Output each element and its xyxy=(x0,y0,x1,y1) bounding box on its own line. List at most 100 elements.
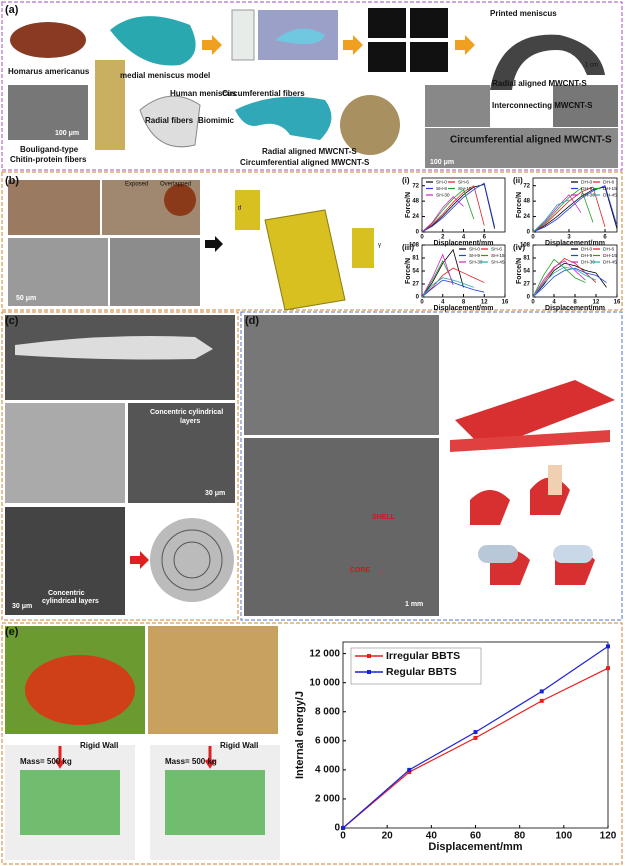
panel-c-graphics xyxy=(5,315,235,615)
panel-frame xyxy=(1,171,623,311)
caption: medial meniscus model xyxy=(120,71,210,80)
x-tick-label: 6 xyxy=(483,234,487,240)
y-tick-label: 10 000 xyxy=(309,677,340,688)
x-tick-label: 4 xyxy=(462,234,466,240)
series-line xyxy=(532,187,594,233)
legend-label: DH-0 xyxy=(581,179,593,185)
x-tick-label: 0 xyxy=(340,831,346,842)
x-axis-label: Displacement/mm xyxy=(545,240,605,247)
series-line xyxy=(421,196,464,233)
caption: SHELL xyxy=(372,514,396,521)
series-line xyxy=(532,186,606,233)
scale-label: 1 mm xyxy=(405,601,423,608)
legend-label: SH-15 xyxy=(458,186,472,192)
series-line xyxy=(342,667,609,829)
scale-label: 100 μm xyxy=(55,130,79,137)
point xyxy=(539,689,544,694)
caption: Radial fibers xyxy=(145,116,194,125)
legend-label: Regular BBTS xyxy=(386,666,457,678)
caption: Human meniscus xyxy=(170,89,237,98)
caption: CORE xyxy=(350,567,371,574)
y-tick-label: 81 xyxy=(412,256,419,262)
y-axis-label: Force/N xyxy=(516,192,523,218)
x-tick-label: 100 xyxy=(555,831,572,842)
panel-frame xyxy=(1,311,239,621)
y-tick-label: 0 xyxy=(527,295,531,301)
x-tick-label: 80 xyxy=(514,831,526,842)
y-tick-label: 6 000 xyxy=(315,735,340,746)
x-tick-label: 12 xyxy=(593,299,600,305)
y-tick-label: 8 000 xyxy=(315,706,340,717)
panel-e-graphics xyxy=(5,626,280,860)
legend-label: SH-6 xyxy=(491,246,502,252)
y-tick-label: 27 xyxy=(523,282,530,288)
x-tick-label: 4 xyxy=(552,299,556,305)
scale-label: 30 μm xyxy=(12,603,32,610)
y-axis-label: Force/N xyxy=(516,258,523,284)
legend-label: DH-45 xyxy=(603,259,617,265)
y-tick-label: 48 xyxy=(412,199,419,205)
legend-marker xyxy=(367,654,371,658)
series-line xyxy=(532,199,570,233)
y-axis-label: Internal energy/J xyxy=(294,691,306,779)
legend-label: DH-15 xyxy=(603,186,617,192)
caption: Rigid Wall xyxy=(80,741,118,750)
legend-label: Irregular BBTS xyxy=(386,650,460,662)
legend-frame xyxy=(350,647,482,685)
caption: Chitin-protein fibers xyxy=(10,155,87,164)
chart-title: (iv) xyxy=(513,243,525,252)
y-tick-label: 54 xyxy=(523,269,530,275)
x-tick-label: 20 xyxy=(382,831,394,842)
point xyxy=(473,730,478,735)
series-line xyxy=(421,267,485,298)
panel-frame xyxy=(1,1,623,171)
series-line xyxy=(421,185,485,233)
x-tick-label: 0 xyxy=(420,299,424,305)
x-tick-label: 8 xyxy=(573,299,577,305)
caption: d xyxy=(238,206,241,212)
legend-label: SH-30 xyxy=(436,192,450,198)
series-line xyxy=(421,277,475,298)
point xyxy=(473,735,478,740)
series-line xyxy=(532,262,607,298)
x-tick-label: 0 xyxy=(531,234,535,240)
legend-label: SH-15 xyxy=(491,253,505,259)
y-tick-label: 24 xyxy=(523,214,530,220)
series-line xyxy=(532,194,582,233)
scale-label: 1 cm xyxy=(585,63,598,69)
y-tick-label: 108 xyxy=(520,243,531,249)
x-tick-label: 2 xyxy=(441,234,445,240)
legend-label: SH-0 xyxy=(469,246,480,252)
panel-frame xyxy=(240,311,623,621)
panel-d-graphics xyxy=(244,315,615,616)
y-tick-label: 4 000 xyxy=(315,765,340,776)
y-tick-label: 72 xyxy=(412,183,419,189)
legend-label: DH-15 xyxy=(603,253,617,259)
legend-label: DH-6 xyxy=(603,246,615,252)
series-line xyxy=(532,266,597,298)
x-axis-label: Displacement/mm xyxy=(545,305,605,312)
caption: Overlapped xyxy=(160,182,191,188)
panel-a-graphics xyxy=(8,8,618,168)
scale-label: 30 μm xyxy=(205,490,225,497)
series-line xyxy=(421,183,496,233)
caption: layers xyxy=(180,418,200,425)
caption: Printed meniscus xyxy=(490,9,557,18)
y-tick-label: 54 xyxy=(412,269,419,275)
panel-label: (e) xyxy=(5,626,19,638)
legend-label: DH-0 xyxy=(581,246,593,252)
chart-title: (iii) xyxy=(402,243,414,252)
x-axis-label: Displacement/mm xyxy=(434,305,494,312)
panel-label: (a) xyxy=(5,4,19,16)
x-tick-label: 120 xyxy=(600,831,617,842)
legend-label: SH-0 xyxy=(436,179,447,185)
caption: Biomimic xyxy=(198,116,235,125)
x-tick-label: 16 xyxy=(614,299,621,305)
y-tick-label: 48 xyxy=(523,199,530,205)
caption: Concentric cylindrical xyxy=(150,409,223,416)
x-tick-label: 40 xyxy=(426,831,438,842)
y-tick-label: 81 xyxy=(523,256,530,262)
legend-label: SH-30 xyxy=(469,259,483,265)
y-tick-label: 12 000 xyxy=(309,648,340,659)
